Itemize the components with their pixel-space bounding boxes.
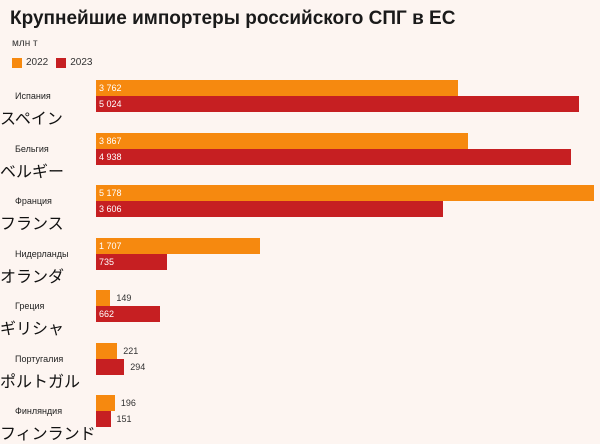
bar-2023-4 (96, 306, 160, 322)
category-annotation: フィンランド (0, 424, 96, 443)
value-label-2022-3: 1 707 (99, 240, 122, 251)
value-label-2023-5: 294 (130, 361, 146, 372)
bar-2023-6 (96, 411, 111, 427)
legend-swatch-2022 (12, 57, 22, 68)
category-annotation: フランス (0, 214, 64, 233)
value-label-2022-2: 5 178 (99, 188, 122, 198)
category-annotation: オランダ (0, 266, 65, 286)
category-label: Финляндия (15, 406, 63, 416)
value-label-2023-1: 4 938 (99, 151, 122, 162)
value-label-2023-6: 151 (116, 414, 132, 424)
chart-title: Крупнейшие импортеры российского СПГ в Е… (10, 8, 456, 29)
category-label: Португалия (15, 353, 64, 364)
legend-item-2023: 2023 (56, 57, 93, 68)
legend-label-2022: 2022 (26, 57, 49, 68)
bar-2022-6 (96, 395, 115, 411)
bar-2022-4 (96, 290, 111, 306)
value-label-2023-2: 3 606 (99, 204, 122, 214)
category-label: Франция (15, 196, 52, 206)
bar-2023-5 (96, 358, 125, 375)
value-label-2022-6: 196 (120, 398, 136, 408)
value-label-2023-4: 662 (99, 309, 115, 319)
bar-2023-0 (96, 96, 580, 112)
unit-label: млн т (12, 38, 38, 49)
legend: 2022 2023 (12, 57, 101, 68)
legend-item-2022: 2022 (12, 57, 48, 68)
value-label-2022-4: 149 (116, 293, 132, 303)
category-label: Нидерланды (15, 248, 69, 259)
bar-2023-1 (96, 148, 571, 165)
value-label-2022-0: 3 762 (99, 83, 122, 93)
category-annotation: ギリシャ (0, 319, 65, 338)
bar-2023-2 (96, 201, 443, 217)
value-label-2023-3: 735 (99, 256, 115, 267)
value-label-2022-5: 221 (123, 345, 139, 356)
bar-2022-2 (96, 185, 594, 201)
bar-2022-0 (96, 80, 458, 96)
bar-2023-3 (96, 253, 167, 270)
category-annotation: スペイン (0, 109, 63, 128)
bar-2022-1 (96, 132, 468, 149)
category-label: Греция (15, 301, 45, 311)
category-annotation: ベルギー (0, 161, 65, 181)
value-label-2023-0: 5 024 (99, 99, 122, 109)
bar-2022-3 (96, 237, 261, 254)
bar-2022-5 (96, 342, 118, 359)
legend-label-2023: 2023 (70, 57, 93, 68)
category-annotation: ポルトガル (0, 371, 81, 391)
value-label-2022-1: 3 867 (99, 135, 122, 146)
category-label: Бельгия (15, 143, 49, 154)
category-label: Испания (15, 91, 51, 101)
legend-swatch-2023 (56, 57, 67, 68)
